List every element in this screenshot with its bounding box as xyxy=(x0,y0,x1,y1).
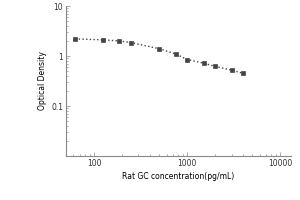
Y-axis label: Optical Density: Optical Density xyxy=(38,52,47,110)
X-axis label: Rat GC concentration(pg/mL): Rat GC concentration(pg/mL) xyxy=(122,172,235,181)
